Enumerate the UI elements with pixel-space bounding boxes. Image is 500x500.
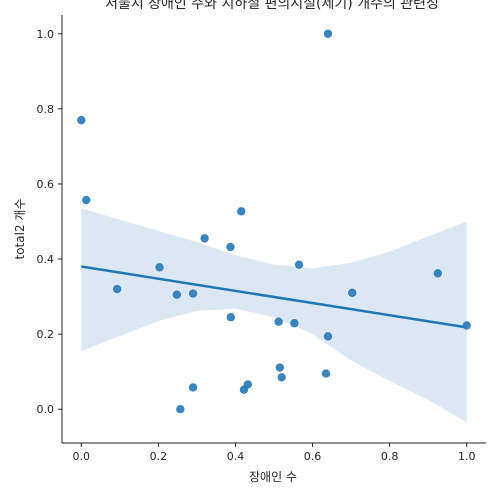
regression-line [81, 265, 467, 329]
data-point [275, 363, 284, 372]
x-tick-label: 0.4 [227, 450, 245, 463]
data-point [323, 29, 333, 38]
y-axis-label: total2 개수 [13, 199, 27, 260]
y-tick-label: 0.8 [37, 103, 55, 116]
data-point [321, 369, 331, 378]
x-tick-label: 1.0 [458, 450, 476, 463]
data-point [323, 332, 333, 341]
x-tick-label: 0.6 [304, 450, 322, 463]
x-tick-label: 0.2 [150, 450, 168, 463]
data-point [243, 380, 252, 389]
confidence-band [81, 208, 467, 423]
x-tick-label: 0.0 [73, 450, 91, 463]
data-point [172, 290, 182, 299]
data-point [112, 284, 122, 294]
y-tick-label: 0.2 [37, 328, 55, 341]
points-layer [77, 29, 471, 414]
regression-line-layer [81, 265, 467, 329]
data-point [226, 313, 236, 322]
data-point [188, 383, 198, 392]
data-point [226, 242, 235, 252]
data-point [277, 373, 286, 382]
data-point [237, 207, 246, 216]
data-point [290, 319, 299, 328]
data-point [294, 260, 304, 269]
data-point [348, 288, 357, 298]
y-ticks: 0.0 0.2 0.4 0.6 0.8 1.0 [37, 28, 62, 416]
x-ticks: 0.0 0.2 0.4 0.6 0.8 1.0 [73, 443, 476, 463]
y-tick-label: 0.0 [37, 403, 55, 416]
data-point [188, 289, 198, 298]
x-tick-label: 0.8 [381, 450, 399, 463]
y-tick-label: 1.0 [37, 28, 55, 41]
data-point [433, 269, 443, 278]
data-point [274, 317, 283, 326]
y-tick-label: 0.6 [37, 178, 55, 191]
chart-title: 저물지 장애인 주와 지하철 편의시설(제기) 개수의 관련성 [105, 0, 439, 12]
data-point [176, 405, 185, 414]
data-point [77, 115, 86, 125]
data-point [155, 263, 164, 272]
confidence-band-layer [81, 208, 467, 423]
y-tick-label: 0.4 [37, 253, 55, 266]
x-axis-label: 장애인 수 [249, 470, 297, 484]
data-point [462, 321, 471, 330]
data-point [82, 195, 91, 205]
data-point [200, 234, 209, 243]
